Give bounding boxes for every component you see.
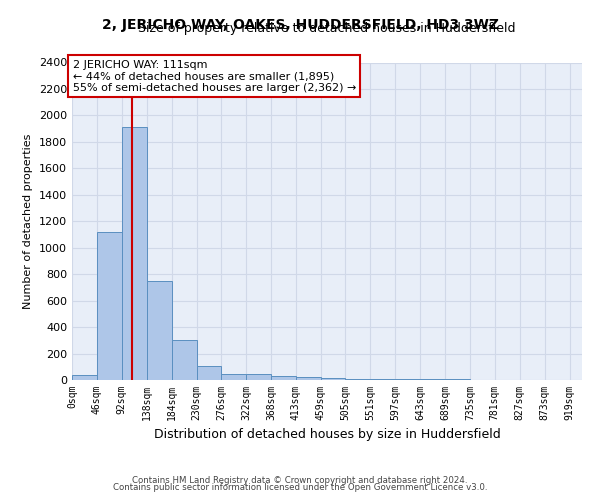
Text: 2, JERICHO WAY, OAKES, HUDDERSFIELD, HD3 3WZ: 2, JERICHO WAY, OAKES, HUDDERSFIELD, HD3… (101, 18, 499, 32)
Bar (172, 340, 197, 380)
Y-axis label: Number of detached properties: Number of detached properties (23, 134, 34, 309)
Title: Size of property relative to detached houses in Huddersfield: Size of property relative to detached ho… (138, 22, 516, 35)
X-axis label: Distribution of detached houses by size in Huddersfield: Distribution of detached houses by size … (154, 428, 500, 442)
Bar (197, 366, 221, 380)
Text: 2 JERICHO WAY: 111sqm
← 44% of detached houses are smaller (1,895)
55% of semi-d: 2 JERICHO WAY: 111sqm ← 44% of detached … (73, 60, 356, 93)
Bar (271, 376, 296, 380)
Bar (97, 232, 122, 380)
Bar (296, 378, 320, 380)
Text: Contains public sector information licensed under the Open Government Licence v3: Contains public sector information licen… (113, 484, 487, 492)
Bar (370, 378, 395, 380)
Bar (72, 376, 97, 380)
Bar (346, 378, 370, 380)
Bar (122, 128, 147, 380)
Text: Contains HM Land Registry data © Crown copyright and database right 2024.: Contains HM Land Registry data © Crown c… (132, 476, 468, 485)
Bar (221, 374, 247, 380)
Bar (395, 379, 420, 380)
Bar (320, 378, 346, 380)
Bar (147, 282, 172, 380)
Bar (247, 374, 271, 380)
